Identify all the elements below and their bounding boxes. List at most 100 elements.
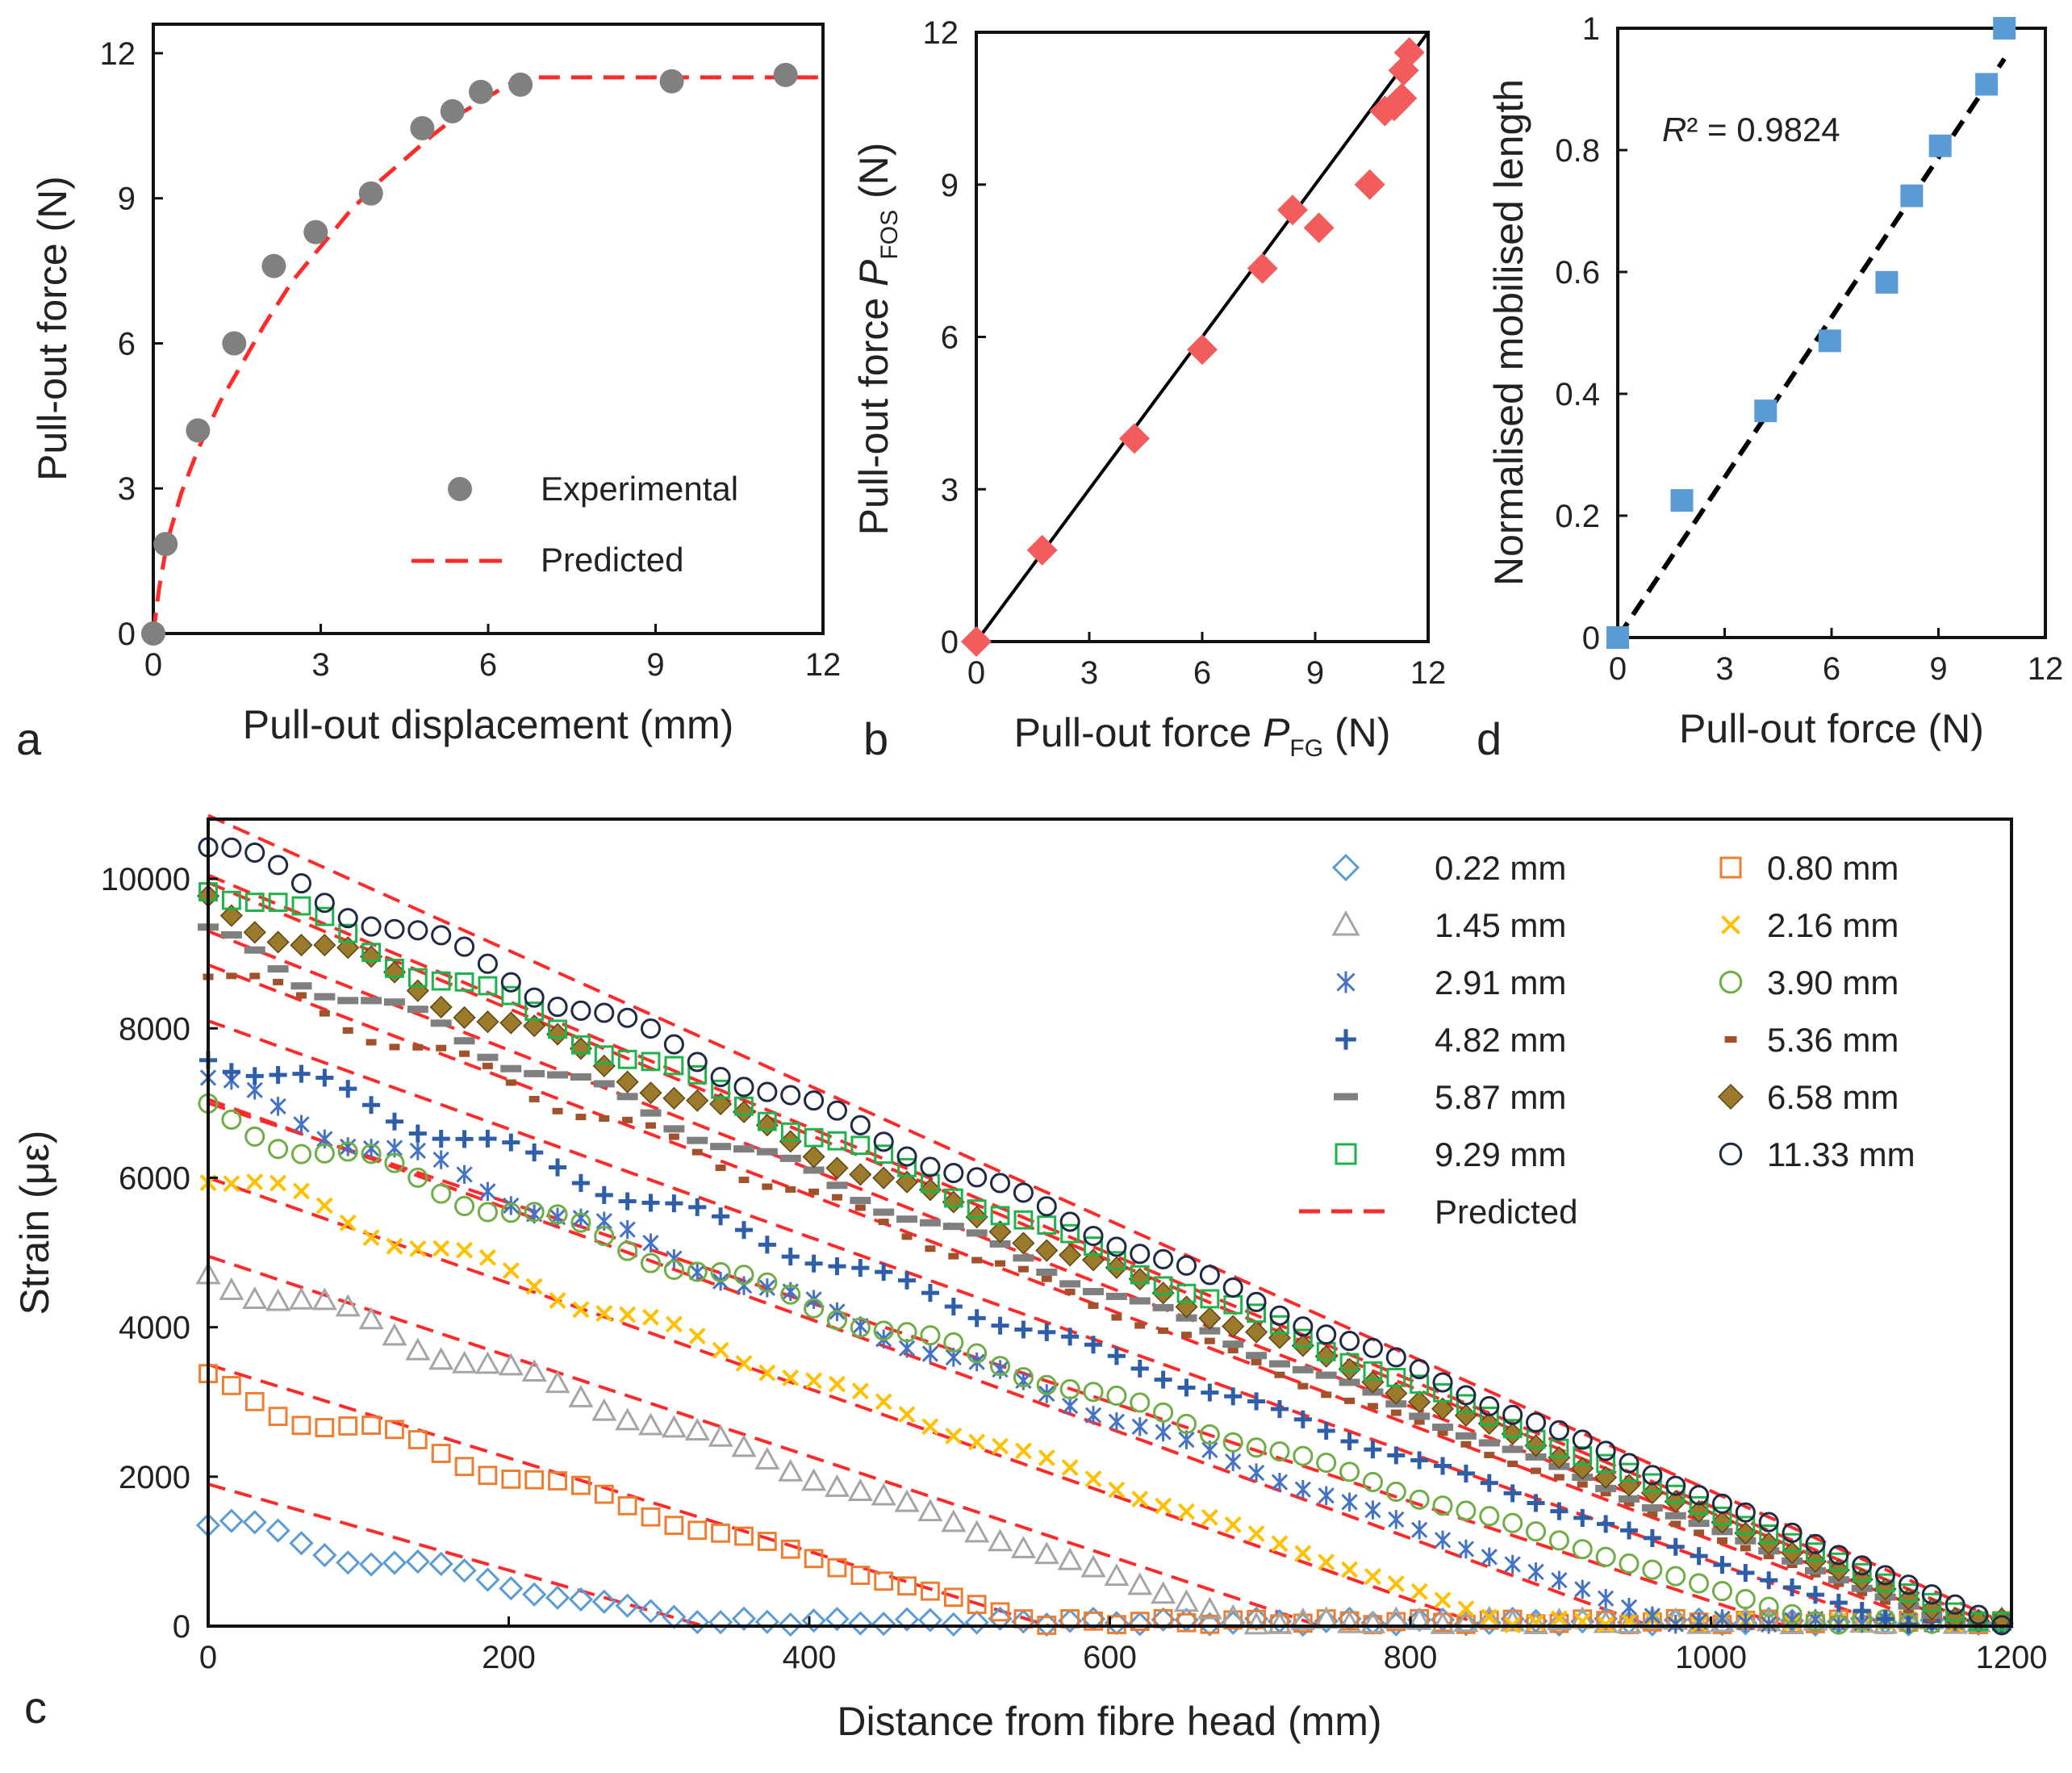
panel-c-data-point <box>1786 1562 1798 1569</box>
panel-c-data-point <box>758 1236 776 1254</box>
panel-a-x-axis-title: Pull-out displacement (mm) <box>243 702 734 747</box>
panel-c-data-point <box>1619 1462 1639 1482</box>
panel-c-data-point <box>362 1139 380 1158</box>
panel-c-data-point <box>572 1301 590 1319</box>
panel-c-data-point <box>805 1372 823 1390</box>
panel-c-data-point <box>591 1589 616 1614</box>
panel-c-data-point <box>1828 1545 1849 1566</box>
panel-a-experimental-point <box>440 98 465 123</box>
panel-c-data-point <box>1198 1307 1222 1330</box>
panel-c-data-point <box>1316 1324 1337 1345</box>
panel-c-data-point <box>268 1139 289 1160</box>
panel-c-data-point <box>338 1416 358 1436</box>
panel-c-data-point <box>382 1550 407 1575</box>
panel-c-data-point <box>1524 1434 1548 1457</box>
panel-c-data-point <box>1104 1563 1130 1587</box>
panel-c-data-point <box>432 1150 449 1169</box>
panel-c-data-point <box>361 997 382 1005</box>
panel-c-data-point <box>850 1197 871 1205</box>
panel-c-data-point <box>1200 1614 1220 1634</box>
panel-c-data-point <box>711 1079 731 1099</box>
panel-c-data-point <box>524 1202 545 1223</box>
panel-c-data-point <box>638 1599 663 1624</box>
panel-c-data-point <box>1177 1503 1196 1520</box>
panel-c-data-point <box>1665 1512 1686 1520</box>
panel-c-data-point <box>1531 1467 1542 1474</box>
panel-c-data-point <box>738 1177 750 1184</box>
panel-c-data-point <box>1084 1470 1102 1488</box>
panel-c-data-point <box>1014 1320 1033 1339</box>
panel-b-y-tick-label: 12 <box>923 15 959 51</box>
panel-c-data-point <box>1084 1611 1103 1631</box>
legend-predicted-label: Predicted <box>1435 1193 1577 1231</box>
panel-c-data-point <box>1321 1391 1332 1399</box>
panel-c-data-point <box>219 904 243 927</box>
panel-c-data-point <box>407 920 428 941</box>
panel-c-data-point <box>1736 1516 1756 1536</box>
panel-d-x-tick-label: 3 <box>1715 651 1733 687</box>
panel-c-data-point <box>617 1049 637 1069</box>
panel-a-experimental-point <box>186 418 211 443</box>
panel-c-data-point <box>547 1071 569 1079</box>
panel-c-data-point <box>1316 1452 1337 1474</box>
panel-c-data-point <box>687 1052 708 1073</box>
panel-c-data-point <box>1388 1510 1405 1529</box>
panel-c-data-point <box>290 1144 312 1165</box>
panel-c-data-point <box>1783 1578 1802 1597</box>
panel-c-data-point <box>1130 1265 1150 1285</box>
panel-c-data-point <box>1130 1392 1151 1413</box>
panel-c-data-point <box>524 987 545 1008</box>
panel-c-data-point <box>1390 1409 1402 1416</box>
panel-c-data-point <box>1574 1579 1591 1599</box>
legend-experimental-marker <box>448 477 472 501</box>
panel-c-data-point <box>291 896 311 916</box>
panel-c-data-point <box>499 1576 524 1601</box>
panel-c-data-point <box>1619 1553 1640 1574</box>
panel-c-data-point <box>824 1474 850 1497</box>
panel-c-data-point <box>1222 1315 1245 1338</box>
panel-c-data-point <box>1339 1353 1360 1373</box>
panel-c-data-point <box>1502 1512 1523 1533</box>
panel-a-x-tick-label: 12 <box>805 647 842 683</box>
panel-c-data-point <box>1111 1314 1122 1321</box>
panel-c-data-point <box>242 1510 267 1535</box>
panel-c-data-point <box>412 1043 424 1051</box>
panel-c-data-point <box>1315 1371 1337 1379</box>
panel-c-data-point <box>825 1607 850 1632</box>
panel-c-data-point <box>1318 1486 1335 1505</box>
panel-c-data-point <box>389 1043 400 1051</box>
panel-c-data-point <box>407 1167 428 1188</box>
panel-c-data-point <box>477 1053 499 1061</box>
panel-c-data-point <box>1782 1604 1803 1625</box>
panel-c-data-point <box>1036 1196 1057 1217</box>
panel-c-data-point <box>1484 1451 1495 1458</box>
panel-c-data-point <box>289 1531 314 1556</box>
panel-c-data-point <box>1107 1347 1126 1365</box>
panel-d-y-tick-label: 0.8 <box>1555 133 1600 169</box>
panel-c-data-point <box>943 1332 964 1353</box>
panel-c-data-point <box>1084 1336 1103 1354</box>
panel-c-data-point <box>1897 1587 1920 1611</box>
panel-c-data-point <box>1364 1568 1381 1586</box>
panel-c-data-point <box>1158 1327 1169 1334</box>
panel-c-data-point <box>758 1278 776 1298</box>
panel-c-data-point <box>409 1240 427 1257</box>
panel-c-data-point <box>920 1325 941 1346</box>
panel-c-data-point <box>599 1115 610 1123</box>
panel-c-data-point <box>878 1219 889 1226</box>
panel-a-experimental-point <box>261 253 286 278</box>
panel-c-data-point <box>1293 1328 1313 1349</box>
panel-c-data-point <box>1013 1367 1034 1388</box>
panel-c-data-point <box>1546 1608 1572 1631</box>
panel-c-data-point <box>1360 1610 1385 1633</box>
panel-c-data-point <box>1012 1231 1035 1255</box>
panel-c-x-tick-label: 400 <box>783 1640 837 1675</box>
panel-c-data-point <box>1387 1574 1405 1592</box>
panel-c-data-point <box>361 1415 381 1435</box>
panel-b-y-title-symbol: P <box>851 259 896 286</box>
panel-c-data-point <box>689 1262 706 1282</box>
panel-c-data-point <box>1432 1495 1453 1516</box>
panel-c-data-point <box>1130 1244 1151 1265</box>
panel-c-data-point <box>1737 1612 1754 1633</box>
panel-c-data-point <box>1479 1395 1500 1416</box>
